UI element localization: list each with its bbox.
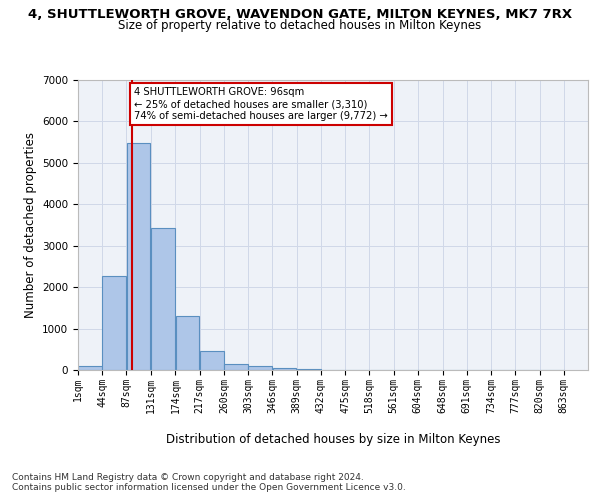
Bar <box>103 276 126 370</box>
Y-axis label: Number of detached properties: Number of detached properties <box>23 132 37 318</box>
Text: Contains HM Land Registry data © Crown copyright and database right 2024.: Contains HM Land Registry data © Crown c… <box>12 472 364 482</box>
Text: 4, SHUTTLEWORTH GROVE, WAVENDON GATE, MILTON KEYNES, MK7 7RX: 4, SHUTTLEWORTH GROVE, WAVENDON GATE, MI… <box>28 8 572 20</box>
Bar <box>200 351 224 370</box>
Bar <box>272 368 296 370</box>
Bar <box>297 368 320 370</box>
Bar <box>248 366 272 370</box>
Text: 4 SHUTTLEWORTH GROVE: 96sqm
← 25% of detached houses are smaller (3,310)
74% of : 4 SHUTTLEWORTH GROVE: 96sqm ← 25% of det… <box>134 88 388 120</box>
Bar <box>176 316 199 370</box>
Bar <box>127 143 151 370</box>
Text: Size of property relative to detached houses in Milton Keynes: Size of property relative to detached ho… <box>118 19 482 32</box>
Bar <box>78 366 102 370</box>
Text: Distribution of detached houses by size in Milton Keynes: Distribution of detached houses by size … <box>166 432 500 446</box>
Bar <box>151 228 175 370</box>
Bar <box>224 364 248 370</box>
Text: Contains public sector information licensed under the Open Government Licence v3: Contains public sector information licen… <box>12 484 406 492</box>
